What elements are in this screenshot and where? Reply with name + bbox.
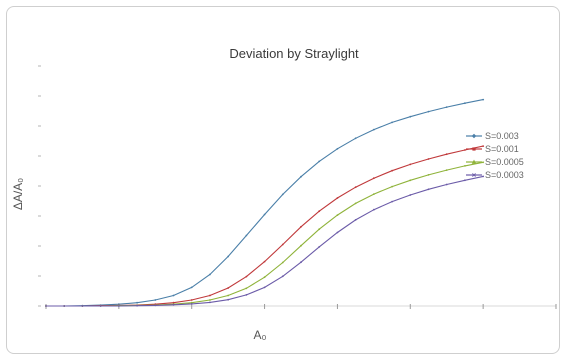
series-1-point bbox=[263, 213, 266, 216]
series-4-point bbox=[482, 175, 485, 178]
series-3-point bbox=[263, 276, 266, 279]
series-4-point bbox=[172, 303, 175, 306]
series-2-point bbox=[318, 210, 321, 213]
series-4-point bbox=[281, 275, 284, 278]
legend-marker bbox=[471, 133, 477, 139]
series-4-point bbox=[409, 194, 412, 196]
series-3-point bbox=[318, 228, 321, 231]
legend-marker bbox=[472, 173, 476, 177]
series-1-point bbox=[154, 299, 157, 301]
plot-area bbox=[38, 65, 557, 309]
legend-marker bbox=[471, 159, 477, 164]
series-4-point bbox=[81, 305, 84, 307]
series-1-point bbox=[190, 286, 193, 289]
series-4-point bbox=[154, 304, 157, 307]
series-1-point bbox=[354, 137, 357, 140]
series-1-point bbox=[391, 121, 393, 124]
series-4-point bbox=[45, 305, 47, 307]
series-4-point bbox=[318, 246, 321, 248]
series-3-point bbox=[482, 161, 485, 164]
y-axis-label: ΔA/A₀ bbox=[11, 178, 25, 210]
series-2-point bbox=[372, 177, 375, 180]
series-4-point bbox=[445, 183, 448, 186]
series-3-point bbox=[209, 299, 211, 301]
series-1-point bbox=[464, 102, 466, 105]
series-1-point bbox=[482, 98, 485, 101]
series-2-point bbox=[190, 299, 193, 301]
series-1-point bbox=[445, 106, 448, 108]
series-3-point bbox=[427, 174, 430, 176]
series-4-point bbox=[464, 179, 466, 182]
series-1-point bbox=[336, 147, 339, 150]
series-1-point bbox=[409, 115, 412, 118]
series-3-point bbox=[281, 261, 284, 264]
series-2-point bbox=[354, 186, 357, 189]
series-2-point bbox=[209, 294, 211, 297]
series-2-point bbox=[281, 243, 284, 246]
series-line-3 bbox=[46, 161, 484, 307]
series-4-point bbox=[391, 200, 393, 203]
series-1-point bbox=[427, 110, 430, 113]
series-1-point bbox=[136, 301, 138, 304]
series-4-point bbox=[263, 286, 266, 289]
series-3-point bbox=[300, 244, 302, 247]
series-3-point bbox=[464, 165, 466, 167]
legend-label: S=0.001 bbox=[485, 144, 519, 154]
series-1-point bbox=[172, 294, 175, 297]
series-4-point bbox=[354, 219, 357, 221]
series-4-point bbox=[427, 188, 430, 191]
series-4-point bbox=[136, 304, 138, 307]
series-3-point bbox=[227, 294, 230, 297]
series-2-point bbox=[445, 153, 448, 156]
series-4-point bbox=[336, 231, 339, 234]
series-line-1 bbox=[46, 99, 484, 307]
series-2-point bbox=[300, 225, 302, 228]
chart-title: Deviation by Straylight bbox=[229, 46, 359, 61]
series-2-point bbox=[245, 275, 248, 278]
series-2-point bbox=[172, 301, 175, 304]
series-2-point bbox=[409, 163, 412, 166]
series-4-point bbox=[190, 303, 193, 305]
series-line-2 bbox=[46, 145, 484, 307]
series-1-point bbox=[318, 160, 321, 163]
series-2-point bbox=[227, 287, 230, 289]
legend-marker bbox=[472, 147, 476, 151]
series-1-point bbox=[300, 175, 302, 178]
series-2-point bbox=[391, 169, 393, 172]
series-1-point bbox=[209, 273, 211, 276]
series-3-point bbox=[354, 202, 357, 205]
series-2-point bbox=[427, 158, 430, 160]
series-4-point bbox=[209, 301, 211, 304]
series-3-point bbox=[336, 214, 339, 217]
x-axis-label: A₀ bbox=[254, 328, 267, 342]
series-1-point bbox=[245, 234, 248, 237]
series-4-point bbox=[117, 305, 120, 307]
series-4-point bbox=[300, 261, 302, 264]
series-3-point bbox=[372, 193, 375, 196]
series-1-point bbox=[227, 255, 230, 258]
series-3-point bbox=[245, 287, 248, 290]
legend-label: S=0.003 bbox=[485, 131, 519, 141]
series-1-point bbox=[281, 193, 284, 196]
series-4-point bbox=[99, 305, 102, 307]
series-4-point bbox=[372, 208, 375, 211]
series-2-point bbox=[464, 149, 466, 151]
series-2-point bbox=[482, 145, 485, 148]
series-2-point bbox=[263, 260, 266, 263]
legend-label: S=0.0003 bbox=[485, 170, 524, 180]
series-4-point bbox=[245, 294, 248, 296]
series-3-point bbox=[391, 185, 393, 188]
series-2-point bbox=[336, 197, 339, 199]
series-3-point bbox=[445, 169, 448, 172]
series-4-point bbox=[227, 298, 230, 301]
series-1-point bbox=[372, 128, 375, 131]
legend-label: S=0.0005 bbox=[485, 157, 524, 167]
legend: S=0.003 S=0.001 S=0.0005 S=0.0003 bbox=[466, 131, 524, 180]
series-4-point bbox=[63, 305, 66, 307]
series-3-point bbox=[409, 179, 412, 182]
